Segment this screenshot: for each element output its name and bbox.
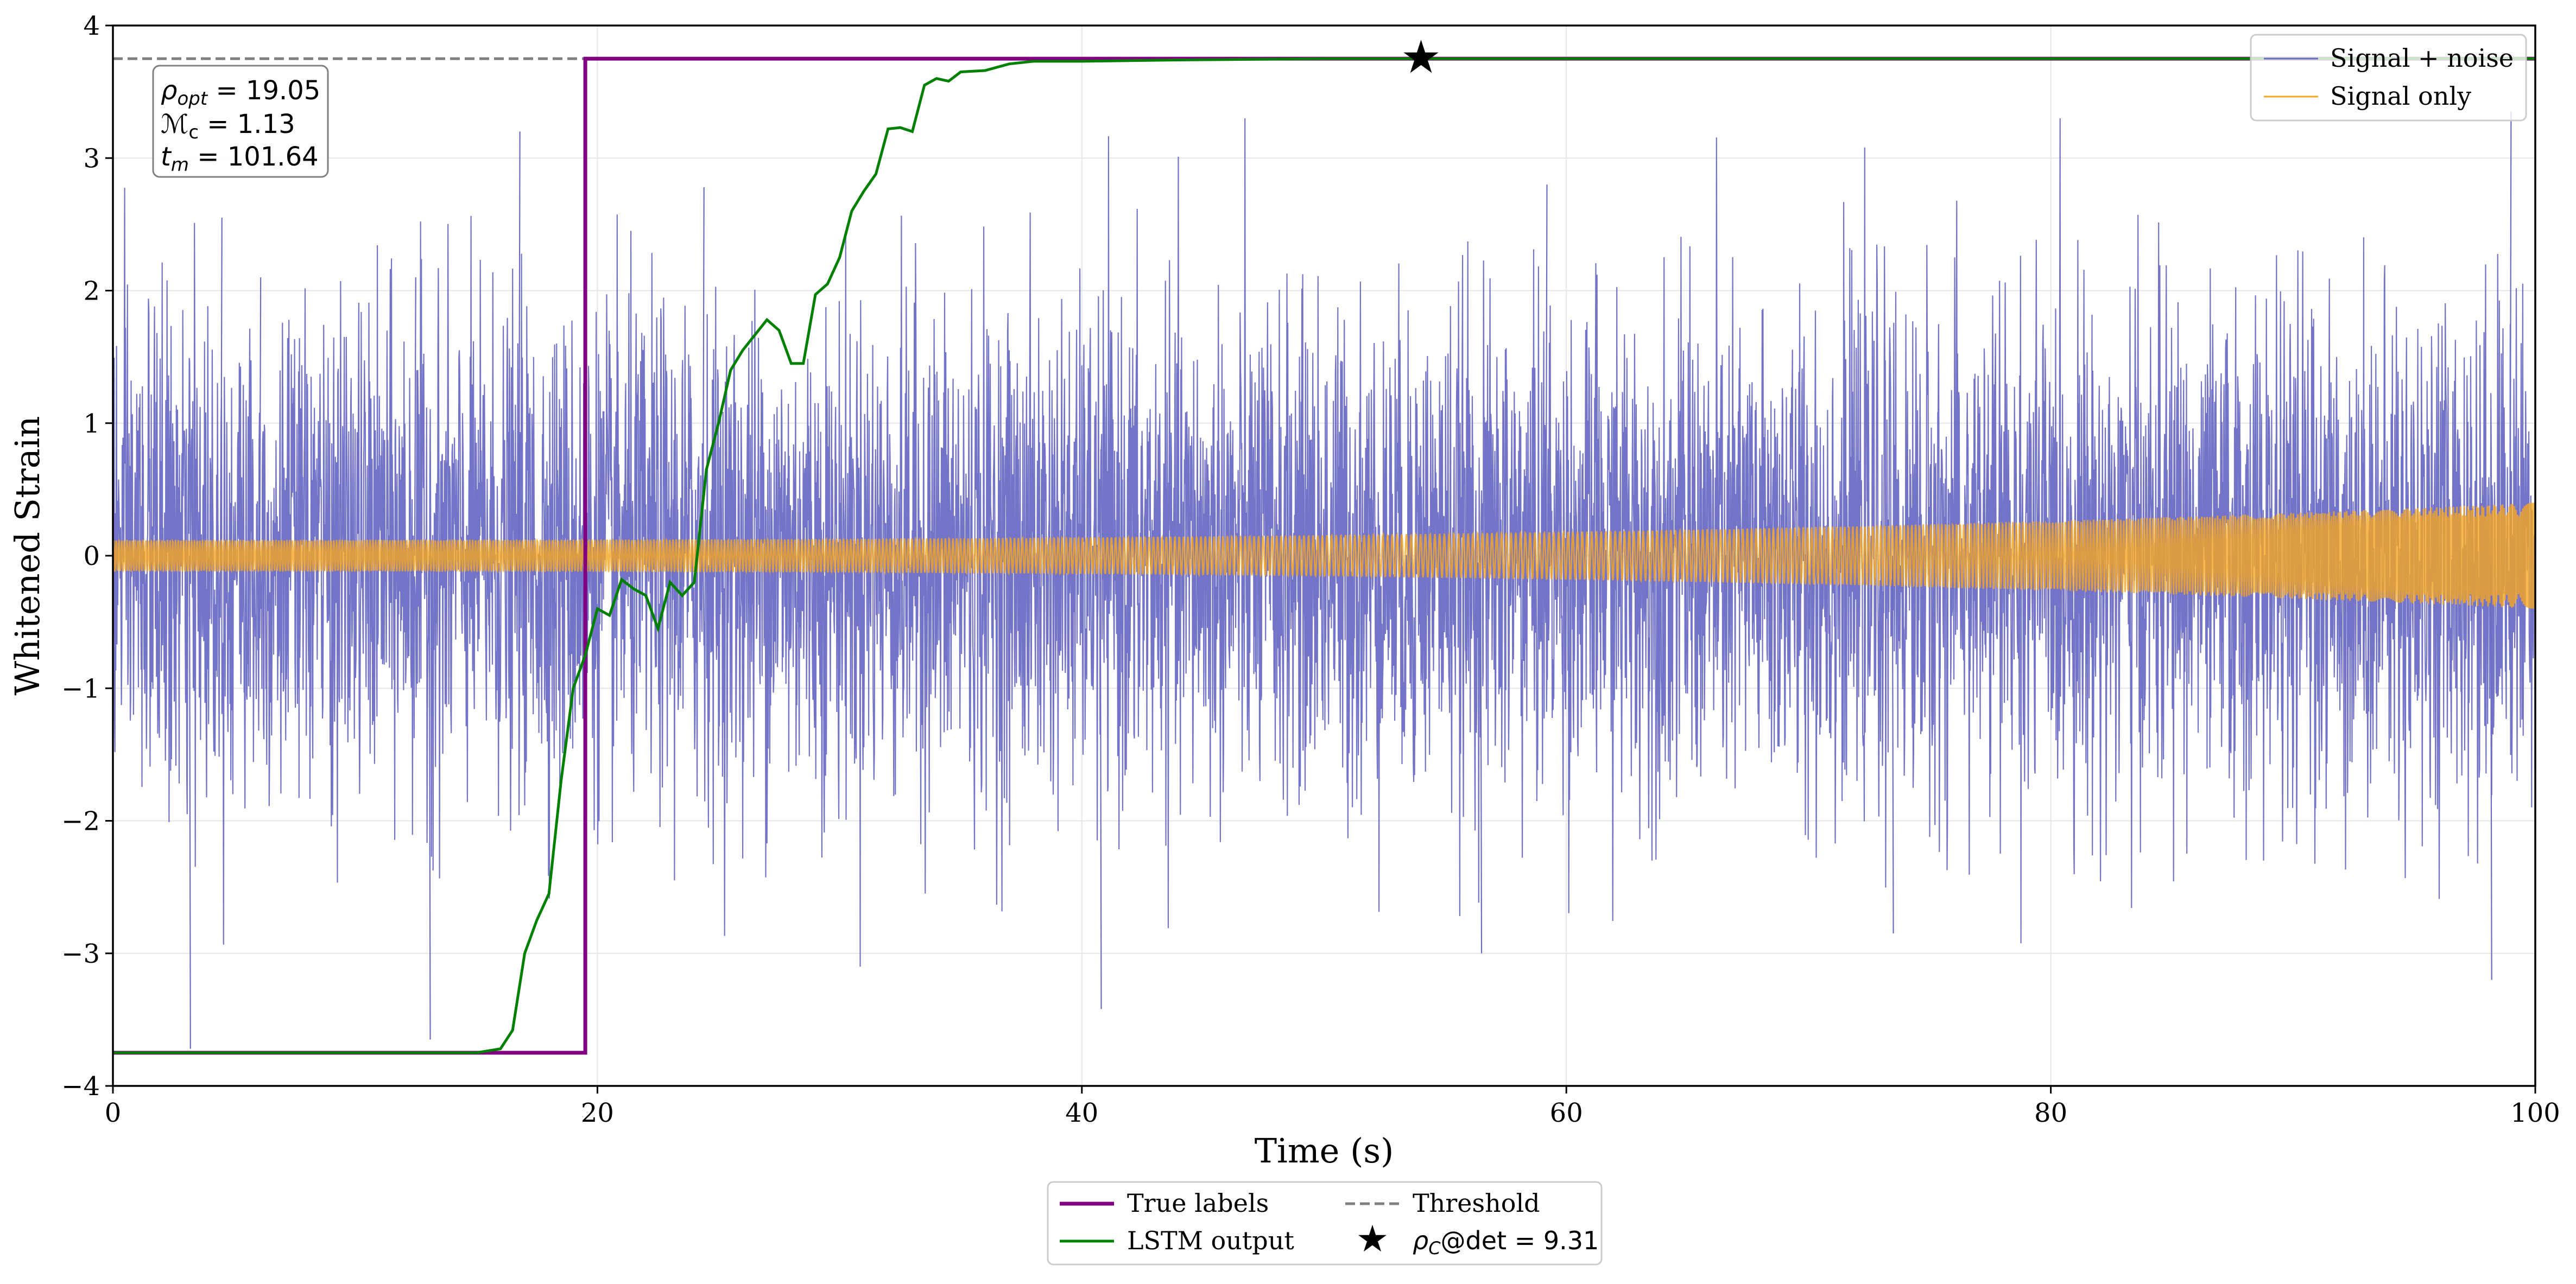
noise-peak <box>2509 111 2512 556</box>
noise-peak <box>2490 555 2492 980</box>
legend-label-lstm: LSTM output <box>1127 1226 1294 1255</box>
noise-peak <box>220 218 223 556</box>
x-axis-label: Time (s) <box>1255 1131 1394 1171</box>
noise-peak <box>518 131 521 556</box>
noise-peak <box>188 555 191 1049</box>
y-tick-label: −4 <box>61 1071 100 1102</box>
y-tick-label: −1 <box>61 673 100 704</box>
y-tick-label: −3 <box>61 939 100 969</box>
legend-label-detection: ρC@det = 9.31 <box>1413 1226 1599 1258</box>
legend-top-right: Signal + noise Signal only <box>2250 34 2527 122</box>
noise-peak <box>259 277 262 556</box>
x-tick-label: 40 <box>1065 1098 1098 1128</box>
legend-label-threshold: Threshold <box>1413 1188 1540 1218</box>
noise-peak <box>1545 185 1548 556</box>
y-tick-label: 0 <box>83 541 100 571</box>
legend-top-right-frame <box>2250 34 2527 122</box>
detection-star-marker: ★ <box>1401 30 1441 84</box>
annotation-rho-opt: ρopt = 19.05 <box>161 75 320 110</box>
parameter-annotation: ρopt = 19.05 ℳc = 1.13 tm = 101.64 <box>152 65 329 178</box>
y-tick-label: 1 <box>83 409 100 439</box>
legend-label-signal-only: Signal only <box>2330 81 2471 111</box>
legend-label-true-labels: True labels <box>1127 1188 1269 1218</box>
x-tick-label: 60 <box>1550 1098 1583 1128</box>
y-tick-label: 4 <box>83 11 100 41</box>
noise-peak <box>414 277 416 556</box>
legend-swatch-detection-star: ★ <box>1356 1218 1389 1261</box>
x-tick-label: 0 <box>105 1098 122 1128</box>
x-tick-label: 80 <box>2034 1098 2067 1128</box>
series-signal-only <box>112 503 2536 609</box>
noise-peak <box>428 555 431 1040</box>
annotation-merger-time: tm = 101.64 <box>161 142 319 176</box>
x-tick-label: 100 <box>2510 1098 2560 1128</box>
series-lstm-output <box>113 57 2535 1054</box>
x-tick-label: 20 <box>581 1098 614 1128</box>
legend-label-signal-noise: Signal + noise <box>2330 43 2514 73</box>
legend-bottom: True labels LSTM output Threshold ★ ρC@d… <box>1047 1181 1603 1266</box>
y-tick-label: −2 <box>61 806 100 837</box>
noise-peak <box>1480 555 1483 954</box>
y-tick-label: 2 <box>83 276 100 307</box>
y-tick-label: 3 <box>83 143 100 174</box>
plot-area: ★ <box>112 30 2536 1055</box>
axis-ticks: 0 20 40 60 80 100 −4 −3 −2 −1 0 1 2 3 4 <box>61 11 2560 1128</box>
noise-peak <box>1891 555 1894 934</box>
noise-peak <box>1099 555 1102 1009</box>
annotation-chirp-mass: ℳc = 1.13 <box>161 109 295 143</box>
annotation-box <box>152 65 329 178</box>
y-axis-label: Whitened Strain <box>8 416 47 696</box>
legend-bottom-frame <box>1047 1181 1603 1266</box>
